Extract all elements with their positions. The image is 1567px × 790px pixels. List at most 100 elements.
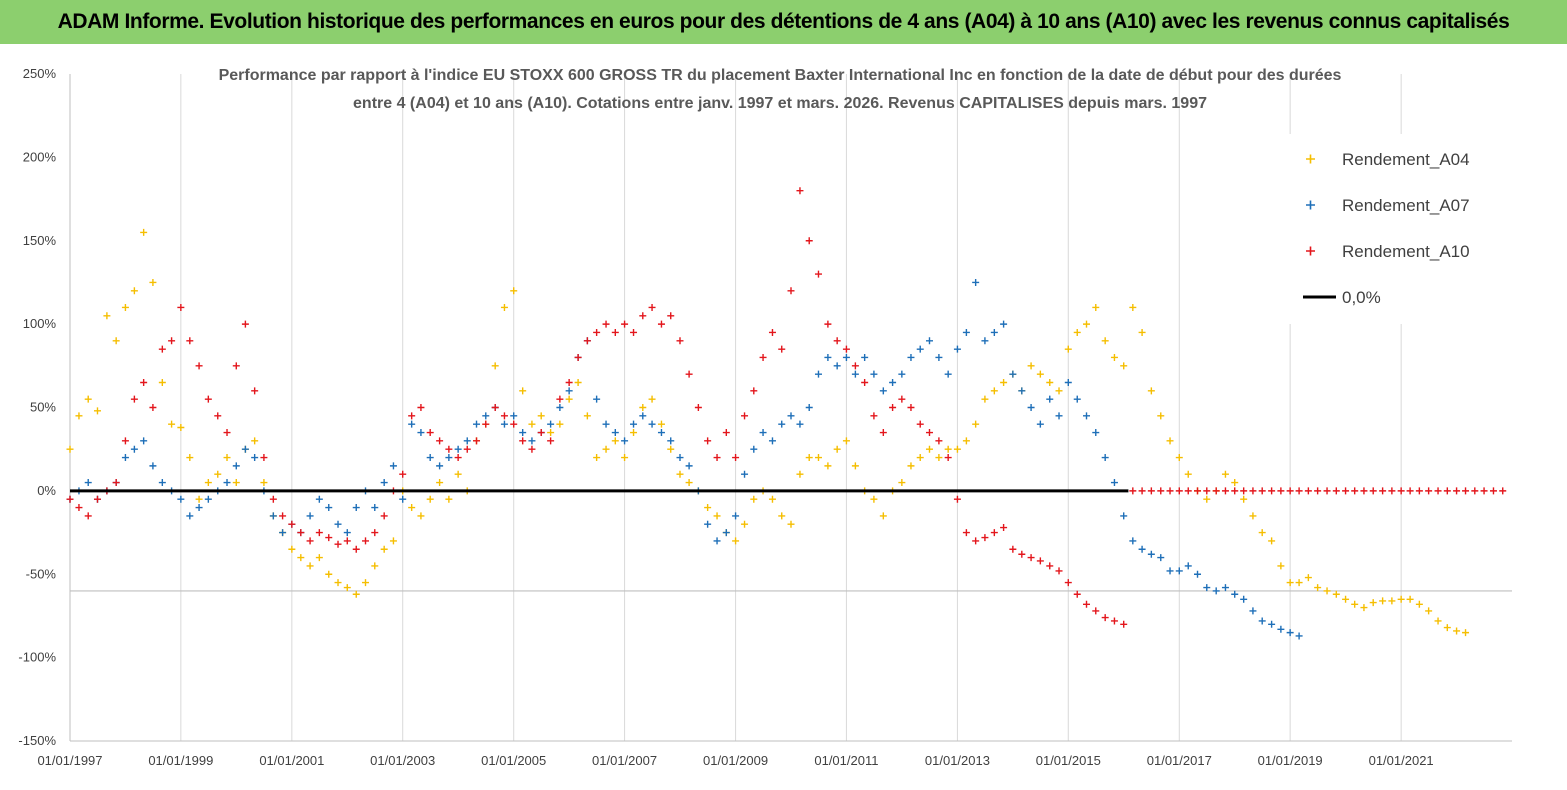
data-point: [1332, 590, 1340, 598]
data-point: [713, 537, 721, 545]
data-point: [1425, 487, 1433, 495]
data-point: [1286, 579, 1294, 587]
data-point: [1036, 370, 1044, 378]
data-point: [454, 445, 462, 453]
data-point: [556, 420, 564, 428]
data-point: [1443, 487, 1451, 495]
data-point: [824, 462, 832, 470]
data-point: [768, 495, 776, 503]
data-point: [260, 479, 268, 487]
axes: [69, 74, 1512, 742]
data-point: [343, 584, 351, 592]
data-point: [805, 454, 813, 462]
data-point: [1351, 600, 1359, 608]
data-point: [953, 345, 961, 353]
data-point: [1184, 487, 1192, 495]
data-point: [1055, 412, 1063, 420]
data-point: [685, 462, 693, 470]
data-point: [639, 312, 647, 320]
data-point: [851, 370, 859, 378]
data-point: [630, 420, 638, 428]
data-point: [158, 479, 166, 487]
data-point: [1083, 412, 1091, 420]
data-point: [953, 445, 961, 453]
data-point: [814, 270, 822, 278]
data-point: [352, 504, 360, 512]
data-point: [473, 420, 481, 428]
data-point: [667, 437, 675, 445]
data-point: [1379, 487, 1387, 495]
data-point: [1332, 487, 1340, 495]
data-point: [279, 529, 287, 537]
data-point: [602, 320, 610, 328]
data-point: [445, 454, 453, 462]
y-tick-label: 0%: [37, 483, 56, 498]
x-tick-label: 01/01/1999: [148, 753, 213, 768]
data-point: [962, 328, 970, 336]
data-point: [547, 429, 555, 437]
data-point: [1046, 562, 1054, 570]
x-tick-label: 01/01/2011: [814, 753, 878, 768]
data-point: [907, 404, 915, 411]
data-point: [1388, 487, 1396, 495]
data-point: [898, 479, 906, 487]
data-point: [1499, 487, 1507, 495]
data-point: [639, 404, 647, 411]
legend-marker-Rendement_A07: [1306, 200, 1315, 210]
data-point: [251, 454, 259, 462]
data-point: [851, 362, 859, 370]
data-point: [297, 529, 305, 537]
data-point: [879, 512, 887, 520]
data-point: [1092, 429, 1100, 437]
data-point: [1249, 607, 1257, 615]
data-point: [916, 420, 924, 428]
data-point: [1194, 570, 1202, 578]
data-point: [667, 445, 675, 453]
data-point: [630, 328, 638, 336]
data-point: [482, 420, 490, 428]
data-point: [704, 437, 712, 445]
data-point: [1240, 595, 1248, 603]
data-point: [1397, 487, 1405, 495]
data-point: [269, 512, 277, 520]
data-point: [565, 395, 573, 403]
data-point: [223, 429, 231, 437]
data-point: [1147, 387, 1155, 395]
data-point: [519, 437, 527, 445]
data-point: [796, 470, 804, 478]
data-point: [417, 429, 425, 437]
data-point: [380, 512, 388, 520]
data-point: [879, 387, 887, 395]
data-point: [1268, 487, 1276, 495]
data-point: [1323, 587, 1331, 595]
data-point: [750, 445, 758, 453]
data-point: [399, 470, 407, 478]
data-point: [1221, 584, 1229, 592]
y-tick-label: -100%: [18, 650, 56, 665]
data-point: [1101, 614, 1109, 622]
data-point: [842, 345, 850, 353]
data-point: [112, 479, 120, 487]
data-point: [537, 412, 545, 420]
data-point: [426, 495, 434, 503]
data-point: [916, 454, 924, 462]
data-point: [75, 504, 83, 512]
data-point: [814, 454, 822, 462]
data-point: [204, 395, 212, 403]
data-point: [436, 479, 444, 487]
data-point: [93, 407, 101, 415]
data-point: [630, 429, 638, 437]
data-point: [925, 445, 933, 453]
data-point: [528, 445, 536, 453]
data-point: [694, 404, 702, 411]
data-point: [621, 320, 629, 328]
data-point: [1388, 597, 1396, 605]
data-point: [1258, 487, 1266, 495]
data-point: [1157, 412, 1165, 420]
data-point: [722, 429, 730, 437]
data-point: [861, 378, 869, 386]
data-point: [907, 353, 915, 361]
data-point: [1101, 337, 1109, 345]
data-point: [251, 387, 259, 395]
data-point: [334, 520, 342, 528]
